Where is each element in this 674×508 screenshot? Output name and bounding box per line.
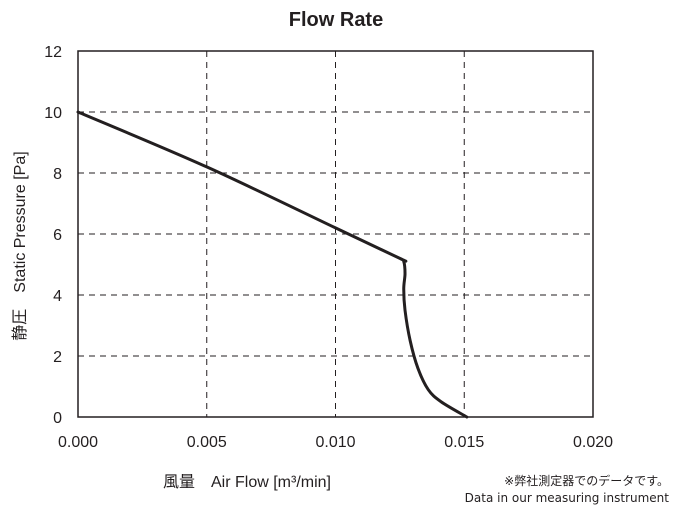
y-tick-label: 10 [44,105,62,122]
y-tick-label: 2 [53,349,62,366]
x-tick-label: 0.020 [573,434,613,451]
y-axis-tick-labels: 0 2 4 6 8 10 12 [44,44,62,427]
plot-area-frame [77,50,594,418]
chart-title: Flow Rate [289,9,383,31]
measurement-note-japanese: ※弊社測定器でのデータです。 [504,473,669,488]
y-tick-label: 0 [53,410,62,427]
x-tick-label: 0.000 [58,434,98,451]
x-axis-tick-labels: 0.000 0.005 0.010 0.015 0.020 [58,434,613,451]
measurement-note-english: Data in our measuring instrument [465,491,670,505]
y-tick-label: 8 [53,166,62,183]
y-tick-label: 6 [53,227,62,244]
y-tick-label: 4 [53,288,62,305]
grid-lines [78,51,593,417]
x-tick-label: 0.010 [315,434,355,451]
y-tick-label: 12 [44,44,62,61]
flow-rate-curve [76,110,469,419]
series-layer [76,110,469,419]
x-tick-label: 0.005 [187,434,227,451]
x-tick-label: 0.015 [444,434,484,451]
x-axis-label: 風量 Air Flow [m³/min] [163,474,331,491]
y-axis-label: 静圧 Static Pressure [Pa] [11,151,29,340]
